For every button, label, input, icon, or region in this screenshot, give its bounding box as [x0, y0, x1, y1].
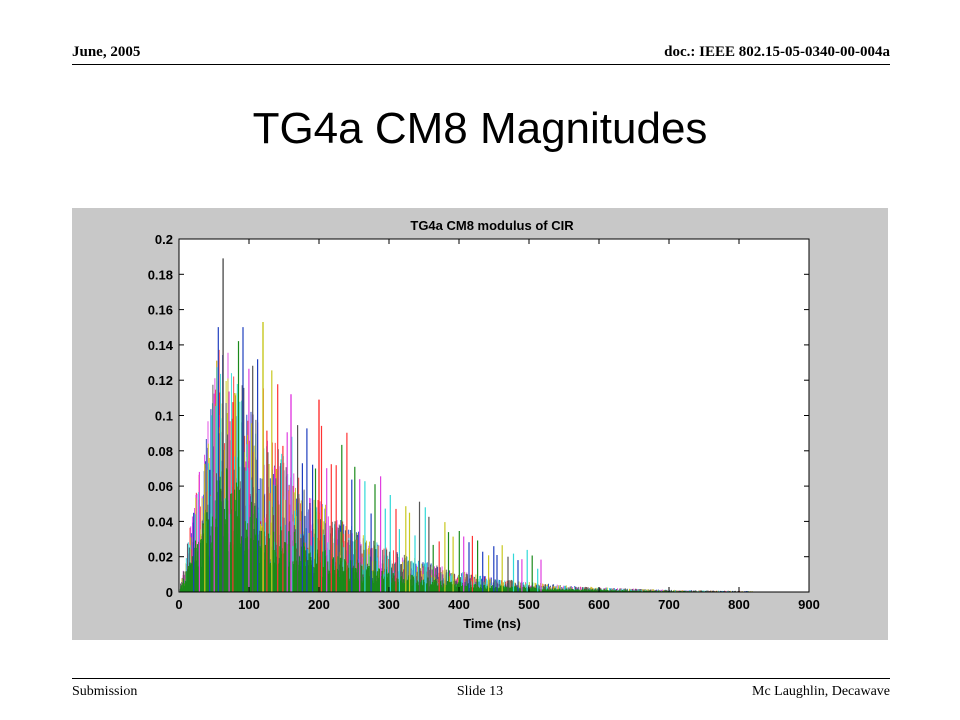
x-tick-label: 400: [448, 597, 470, 612]
x-tick-label: 100: [238, 597, 260, 612]
x-tick-label: 600: [588, 597, 610, 612]
footer-slide-number: Slide 13: [456, 684, 504, 699]
y-tick-label: 0.02: [148, 550, 173, 565]
header-date: June, 2005: [72, 44, 141, 60]
slide-title: TG4a CM8 Magnitudes: [252, 104, 708, 153]
x-tick-label: 800: [728, 597, 750, 612]
y-tick-label: 0.08: [148, 444, 173, 459]
y-tick-label: 0.2: [155, 232, 173, 247]
y-tick-label: 0.06: [148, 479, 173, 494]
x-tick-label: 0: [175, 597, 182, 612]
plot-frame: [178, 238, 810, 593]
y-tick-label: 0.14: [148, 338, 174, 353]
x-tick-label: 300: [378, 597, 400, 612]
x-tick-label: 700: [658, 597, 680, 612]
footer-author: Mc Laughlin, Decawave: [752, 684, 890, 699]
header-divider: [72, 64, 890, 65]
y-tick-label: 0.12: [148, 373, 173, 388]
y-tick-label: 0.16: [148, 303, 173, 318]
footer-submission: Submission: [72, 684, 138, 699]
chart-title: TG4a CM8 modulus of CIR: [410, 218, 574, 233]
x-tick-label: 200: [308, 597, 330, 612]
chart-ticks: 0 100 200 300 400 500 600 700 800 900 0 0.02 0.04 0.0…: [148, 232, 820, 612]
chart-marks: [179, 258, 753, 592]
y-tick-label: 0: [166, 585, 173, 600]
y-tick-label: 0.18: [148, 267, 173, 282]
x-tick-label: 900: [798, 597, 820, 612]
footer-divider: [72, 678, 890, 679]
chart-figure: TG4a CM8 modulus of CIR 0 100 200 300 400 500…: [72, 208, 888, 640]
header-doc-id: doc.: IEEE 802.15-05-0340-00-004a: [664, 44, 890, 60]
y-tick-label: 0.04: [148, 514, 174, 529]
x-axis-label: Time (ns): [463, 616, 521, 631]
y-tick-label: 0.1: [155, 409, 173, 424]
x-tick-label: 500: [518, 597, 540, 612]
cir-chart: TG4a CM8 modulus of CIR 0 100 200 300 400 500…: [72, 208, 888, 640]
